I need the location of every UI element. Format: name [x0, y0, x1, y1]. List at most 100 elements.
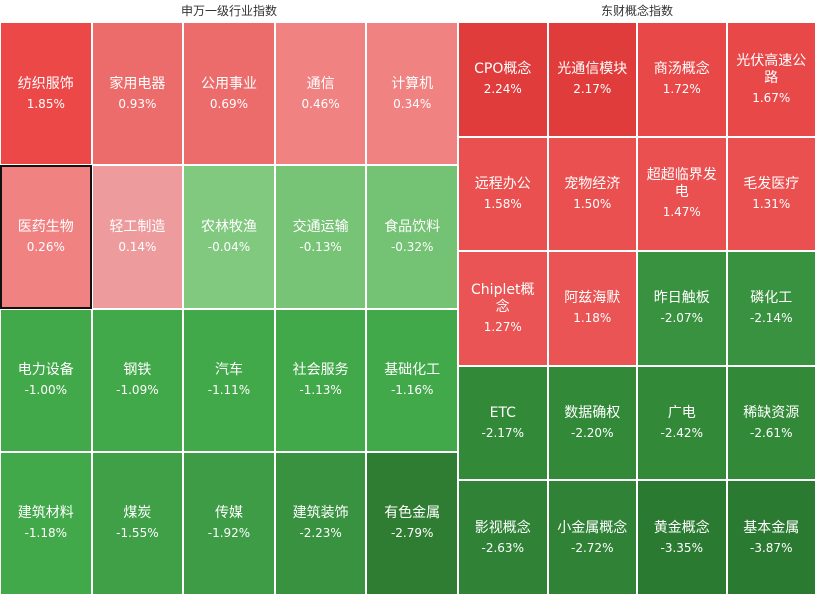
industry-tile[interactable]: 医药生物 0.26%: [0, 165, 92, 309]
industry-tile-change: -2.23%: [299, 526, 342, 541]
concept-tile[interactable]: ETC -2.17%: [458, 365, 548, 481]
concept-tile[interactable]: 小金属概念 -2.72%: [547, 480, 637, 595]
industry-tile-name: 社会服务: [292, 362, 349, 379]
industry-tile[interactable]: 钢铁 -1.09%: [91, 308, 184, 452]
industry-tile[interactable]: 电力设备 -1.00%: [0, 308, 92, 452]
industry-tile[interactable]: 煤炭 -1.55%: [91, 451, 184, 595]
industry-tile-change: -1.11%: [207, 383, 251, 398]
industry-tile-change: -0.32%: [390, 239, 434, 254]
concept-index-title: 东财概念指数: [600, 4, 673, 18]
industry-tile-change: 0.14%: [118, 239, 157, 254]
concept-tile-change: 1.72%: [662, 82, 701, 97]
concept-tile-change: -3.35%: [660, 540, 703, 555]
concept-tile-change: -2.17%: [481, 426, 524, 441]
industry-tile[interactable]: 公用事业 0.69%: [183, 22, 275, 166]
concept-tile-change: -2.72%: [571, 540, 614, 555]
industry-tile-change: -1.13%: [299, 383, 342, 398]
concept-tile-change: 1.67%: [752, 90, 791, 105]
industry-tile[interactable]: 纺织服饰 1.85%: [0, 22, 92, 166]
concept-heatmap: CPO概念 2.24% 光通信模块 2.17% 商汤概念 1.72% 光伏高速公路 1.67%…: [458, 22, 816, 595]
industry-tile[interactable]: 建筑材料 -1.18%: [0, 451, 92, 595]
concept-tile-name: 光伏高速公路: [736, 52, 807, 86]
concept-tile-name: 基本金属: [743, 519, 800, 536]
concept-tile[interactable]: CPO概念 2.24%: [458, 22, 548, 137]
concept-tile-change: 2.17%: [573, 82, 612, 97]
concept-tile-name: 昨日触板: [653, 290, 710, 307]
concept-tile-name: 黄金概念: [653, 519, 710, 536]
industry-tile-name: 纺织服饰: [17, 75, 74, 92]
concept-tile[interactable]: 基本金属 -3.87%: [726, 480, 816, 595]
concept-tile-name: CPO概念: [474, 61, 532, 78]
concept-tile[interactable]: 稀缺资源 -2.61%: [726, 365, 816, 481]
industry-tile[interactable]: 有色金属 -2.79%: [366, 451, 458, 595]
industry-index-title: 申万一级行业指数: [180, 4, 277, 18]
industry-tile[interactable]: 交通运输 -0.13%: [274, 165, 367, 309]
concept-tile[interactable]: 光通信模块 2.17%: [547, 22, 637, 137]
industry-tile[interactable]: 建筑装饰 -2.23%: [274, 451, 367, 595]
industry-tile[interactable]: 计算机 0.34%: [366, 22, 458, 166]
concept-tile[interactable]: 光伏高速公路 1.67%: [726, 22, 816, 137]
concept-tile[interactable]: 数据确权 -2.20%: [547, 365, 637, 481]
concept-tile-change: 1.31%: [752, 196, 791, 211]
industry-tile-name: 汽车: [214, 362, 243, 379]
concept-tile-name: 光通信模块: [557, 61, 628, 78]
industry-tile-change: -1.00%: [24, 383, 68, 398]
industry-tile-name: 家用电器: [109, 75, 166, 92]
concept-tile-name: 商汤概念: [653, 61, 710, 78]
industry-tile-change: -1.55%: [116, 526, 159, 541]
industry-tile[interactable]: 社会服务 -1.13%: [274, 308, 367, 452]
industry-tile-name: 食品饮料: [384, 218, 441, 235]
industry-tile-change: 0.93%: [118, 96, 157, 111]
industry-tile-change: 0.26%: [26, 239, 65, 254]
concept-tile-change: -2.07%: [660, 311, 703, 326]
concept-tile-change: -2.42%: [660, 426, 703, 441]
industry-tile-change: -1.92%: [207, 526, 251, 541]
industry-tile[interactable]: 食品饮料 -0.32%: [366, 165, 458, 309]
concept-tile-name: 阿兹海默: [564, 290, 621, 307]
industry-tile-name: 通信: [306, 75, 335, 92]
concept-tile[interactable]: 磷化工 -2.14%: [726, 251, 816, 366]
concept-tile[interactable]: 阿兹海默 1.18%: [547, 251, 637, 366]
concept-tile-change: -3.87%: [750, 540, 793, 555]
concept-tile[interactable]: 黄金概念 -3.35%: [637, 480, 727, 595]
concept-tile-name: Chiplet概念: [471, 281, 535, 315]
concept-tile-change: 1.27%: [483, 319, 522, 334]
industry-tile-name: 有色金属: [384, 505, 441, 522]
concept-tile-name: ETC: [489, 405, 516, 422]
concept-tile-name: 宠物经济: [564, 175, 621, 192]
industry-tile-change: -1.18%: [24, 526, 68, 541]
industry-tile-name: 轻工制造: [109, 218, 166, 235]
concept-tile[interactable]: 超超临界发电 1.47%: [637, 136, 727, 252]
industry-tile-change: 0.34%: [393, 96, 432, 111]
concept-tile[interactable]: 影视概念 -2.63%: [458, 480, 548, 595]
industry-tile-name: 煤炭: [123, 505, 152, 522]
concept-tile[interactable]: 广电 -2.42%: [637, 365, 727, 481]
industry-tile-change: 0.46%: [301, 96, 340, 111]
concept-tile[interactable]: 远程办公 1.58%: [458, 136, 548, 252]
concept-tile[interactable]: 毛发医疗 1.31%: [726, 136, 816, 252]
industry-tile-change: -1.16%: [390, 383, 434, 398]
concept-tile-change: 1.58%: [483, 196, 522, 211]
industry-tile-change: 0.69%: [209, 96, 249, 111]
industry-tile-name: 计算机: [391, 75, 434, 92]
industry-tile[interactable]: 传媒 -1.92%: [183, 451, 275, 595]
industry-tile[interactable]: 家用电器 0.93%: [91, 22, 184, 166]
industry-tile-name: 公用事业: [200, 75, 257, 92]
industry-tile[interactable]: 通信 0.46%: [274, 22, 367, 166]
concept-tile-change: 1.50%: [573, 196, 612, 211]
concept-index-panel: 东财概念指数 CPO概念 2.24% 光通信模块 2.17% 商汤概念 1.72% 光伏高速…: [458, 0, 816, 595]
concept-tile[interactable]: 宠物经济 1.50%: [547, 136, 637, 252]
industry-tile-name: 交通运输: [292, 218, 349, 235]
concept-tile-name: 毛发医疗: [743, 175, 800, 192]
concept-tile[interactable]: 商汤概念 1.72%: [637, 22, 727, 137]
industry-tile[interactable]: 基础化工 -1.16%: [366, 308, 458, 452]
industry-tile[interactable]: 汽车 -1.11%: [183, 308, 275, 452]
industry-tile-name: 基础化工: [384, 362, 441, 379]
industry-tile[interactable]: 农林牧渔 -0.04%: [183, 165, 275, 309]
concept-tile[interactable]: Chiplet概念 1.27%: [458, 251, 548, 366]
industry-tile-change: -0.13%: [299, 239, 342, 254]
concept-tile[interactable]: 昨日触板 -2.07%: [637, 251, 727, 366]
industry-tile[interactable]: 轻工制造 0.14%: [91, 165, 184, 309]
industry-tile-change: -2.79%: [390, 526, 434, 541]
